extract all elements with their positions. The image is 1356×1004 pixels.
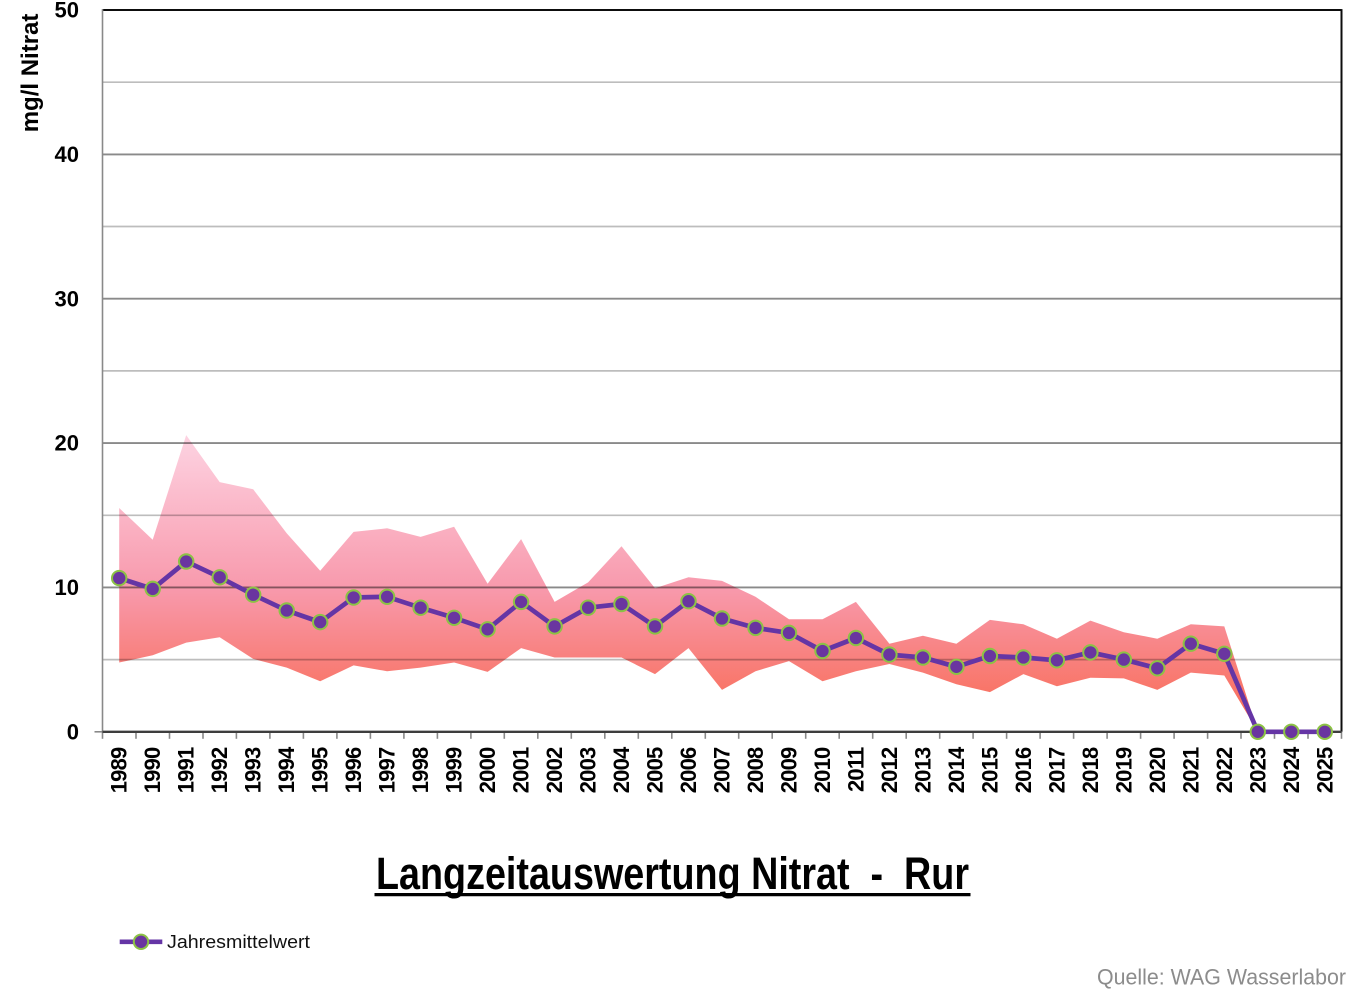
svg-text:1997: 1997 bbox=[375, 747, 400, 793]
svg-text:2004: 2004 bbox=[609, 746, 634, 793]
svg-text:2012: 2012 bbox=[877, 747, 902, 793]
svg-text:2011: 2011 bbox=[843, 747, 868, 792]
svg-text:2001: 2001 bbox=[509, 747, 534, 793]
svg-text:0: 0 bbox=[67, 719, 79, 744]
svg-text:2020: 2020 bbox=[1145, 747, 1170, 793]
svg-text:2016: 2016 bbox=[1011, 747, 1036, 793]
svg-text:2009: 2009 bbox=[777, 747, 802, 793]
svg-text:50: 50 bbox=[55, 0, 79, 23]
svg-text:2013: 2013 bbox=[910, 747, 935, 793]
svg-text:mg/l Nitrat: mg/l Nitrat bbox=[17, 14, 44, 133]
svg-text:10: 10 bbox=[55, 575, 79, 600]
svg-text:Quelle: WAG Wasserlabor: Quelle: WAG Wasserlabor bbox=[1097, 965, 1346, 990]
svg-text:2022: 2022 bbox=[1212, 747, 1237, 793]
svg-text:40: 40 bbox=[55, 142, 79, 167]
svg-text:1996: 1996 bbox=[341, 747, 366, 793]
svg-text:2006: 2006 bbox=[676, 747, 701, 793]
svg-text:Jahresmittelwert: Jahresmittelwert bbox=[167, 931, 310, 952]
svg-text:1998: 1998 bbox=[408, 747, 433, 793]
svg-text:2025: 2025 bbox=[1312, 747, 1337, 793]
svg-text:1993: 1993 bbox=[241, 747, 266, 793]
svg-text:2005: 2005 bbox=[643, 747, 668, 793]
svg-text:2021: 2021 bbox=[1178, 747, 1203, 793]
svg-text:2003: 2003 bbox=[576, 747, 601, 793]
svg-text:1995: 1995 bbox=[308, 747, 333, 793]
svg-text:2024: 2024 bbox=[1279, 746, 1304, 793]
svg-text:Langzeitauswertung Nitrat -: Langzeitauswertung Nitrat - Rur bbox=[376, 848, 969, 899]
svg-text:2023: 2023 bbox=[1245, 747, 1270, 793]
svg-text:1994: 1994 bbox=[274, 746, 299, 793]
svg-text:2000: 2000 bbox=[475, 747, 500, 793]
svg-text:1992: 1992 bbox=[207, 747, 232, 793]
svg-text:1990: 1990 bbox=[140, 747, 165, 793]
svg-text:20: 20 bbox=[55, 431, 79, 456]
svg-text:2017: 2017 bbox=[1044, 747, 1069, 793]
svg-text:2018: 2018 bbox=[1078, 747, 1103, 793]
svg-text:2014: 2014 bbox=[944, 746, 969, 793]
svg-text:1991: 1991 bbox=[174, 747, 199, 793]
svg-text:2019: 2019 bbox=[1111, 747, 1136, 793]
svg-text:2007: 2007 bbox=[710, 747, 735, 793]
svg-text:1989: 1989 bbox=[107, 747, 132, 793]
svg-text:2002: 2002 bbox=[542, 747, 567, 793]
svg-text:2008: 2008 bbox=[743, 747, 768, 793]
svg-text:1999: 1999 bbox=[442, 747, 467, 793]
svg-text:2015: 2015 bbox=[977, 747, 1002, 793]
svg-text:30: 30 bbox=[55, 286, 79, 311]
svg-text:2010: 2010 bbox=[810, 747, 835, 793]
